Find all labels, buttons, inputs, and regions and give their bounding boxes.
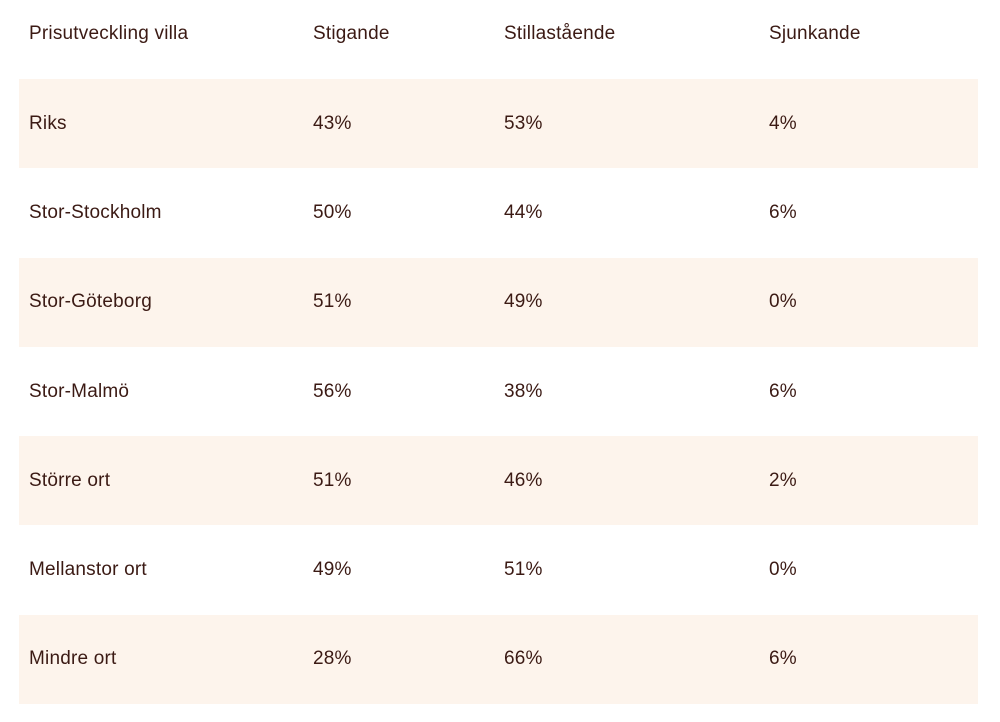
region-cell: Riks bbox=[29, 112, 67, 134]
rising-cell: 28% bbox=[313, 648, 352, 670]
unchanged-cell: 51% bbox=[504, 559, 543, 581]
rising-cell: 56% bbox=[313, 380, 352, 402]
rising-cell: 51% bbox=[313, 469, 352, 491]
region-cell: Mindre ort bbox=[29, 648, 117, 670]
table-row: Större ort 51% 46% 2% bbox=[19, 436, 978, 526]
region-cell: Större ort bbox=[29, 469, 111, 491]
region-cell: Mellanstor ort bbox=[29, 559, 147, 581]
unchanged-cell: 38% bbox=[504, 380, 543, 402]
unchanged-cell: 66% bbox=[504, 648, 543, 670]
table-row: Stor-Göteborg 51% 49% 0% bbox=[19, 257, 978, 347]
region-cell: Stor-Stockholm bbox=[29, 201, 162, 223]
rising-cell: 51% bbox=[313, 291, 352, 313]
region-cell: Stor-Göteborg bbox=[29, 291, 152, 313]
table-row: Mellanstor ort 49% 51% 0% bbox=[19, 525, 978, 614]
falling-cell: 6% bbox=[769, 380, 797, 402]
rising-cell: 43% bbox=[313, 112, 352, 134]
column-header-region: Prisutveckling villa bbox=[29, 23, 189, 44]
column-header-unchanged: Stillastående bbox=[504, 23, 616, 44]
unchanged-cell: 53% bbox=[504, 112, 543, 134]
falling-cell: 6% bbox=[769, 648, 797, 670]
table-row: Riks 43% 53% 4% bbox=[19, 79, 978, 169]
falling-cell: 0% bbox=[769, 559, 797, 581]
falling-cell: 4% bbox=[769, 112, 797, 134]
region-cell: Stor-Malmö bbox=[29, 380, 130, 402]
falling-cell: 6% bbox=[769, 201, 797, 223]
unchanged-cell: 49% bbox=[504, 291, 543, 313]
price-development-table: Prisutveckling villa Stigande Stillaståe… bbox=[19, 0, 978, 705]
column-header-falling: Sjunkande bbox=[769, 23, 861, 44]
table-row: Mindre ort 28% 66% 6% bbox=[19, 614, 978, 705]
rising-cell: 49% bbox=[313, 559, 352, 581]
table-header-row: Prisutveckling villa Stigande Stillaståe… bbox=[19, 0, 978, 79]
column-header-rising: Stigande bbox=[313, 23, 390, 44]
rising-cell: 50% bbox=[313, 201, 352, 223]
falling-cell: 2% bbox=[769, 469, 797, 491]
table-row: Stor-Malmö 56% 38% 6% bbox=[19, 347, 978, 436]
unchanged-cell: 46% bbox=[504, 469, 543, 491]
unchanged-cell: 44% bbox=[504, 201, 543, 223]
falling-cell: 0% bbox=[769, 291, 797, 313]
table-row: Stor-Stockholm 50% 44% 6% bbox=[19, 168, 978, 257]
